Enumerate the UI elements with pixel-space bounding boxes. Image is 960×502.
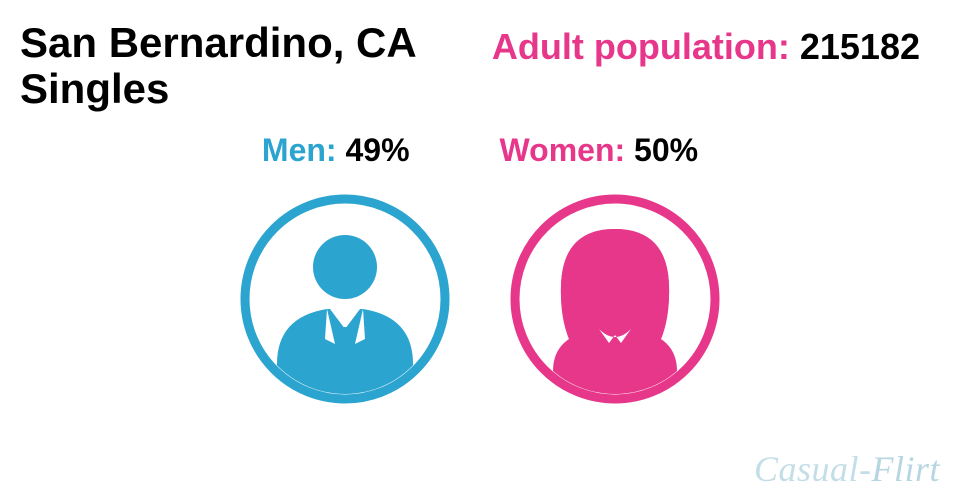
- icons-row: [0, 189, 960, 409]
- title-line2: Singles: [20, 66, 417, 112]
- stat-men-label: Men:: [262, 132, 337, 168]
- stat-women-value: 50%: [634, 132, 698, 168]
- population-label: Adult population:: [492, 26, 790, 67]
- stat-women-label: Women:: [500, 132, 626, 168]
- title-block: San Bernardino, CA Singles: [20, 20, 417, 112]
- title-line1: San Bernardino, CA: [20, 20, 417, 66]
- population-block: Adult population: 215182: [492, 20, 920, 68]
- female-avatar-icon: [505, 189, 725, 409]
- male-avatar-icon: [235, 189, 455, 409]
- watermark-part1: Casual-: [754, 449, 872, 489]
- header-row: San Bernardino, CA Singles Adult populat…: [0, 0, 960, 112]
- watermark: Casual-Flirt: [754, 448, 940, 490]
- watermark-part2: Flirt: [871, 449, 940, 489]
- stat-men-value: 49%: [345, 132, 409, 168]
- stats-row: Men: 49% Women: 50%: [0, 132, 960, 169]
- stat-women: Women: 50%: [500, 132, 699, 169]
- population-value: 215182: [800, 26, 920, 67]
- stat-men: Men: 49%: [262, 132, 410, 169]
